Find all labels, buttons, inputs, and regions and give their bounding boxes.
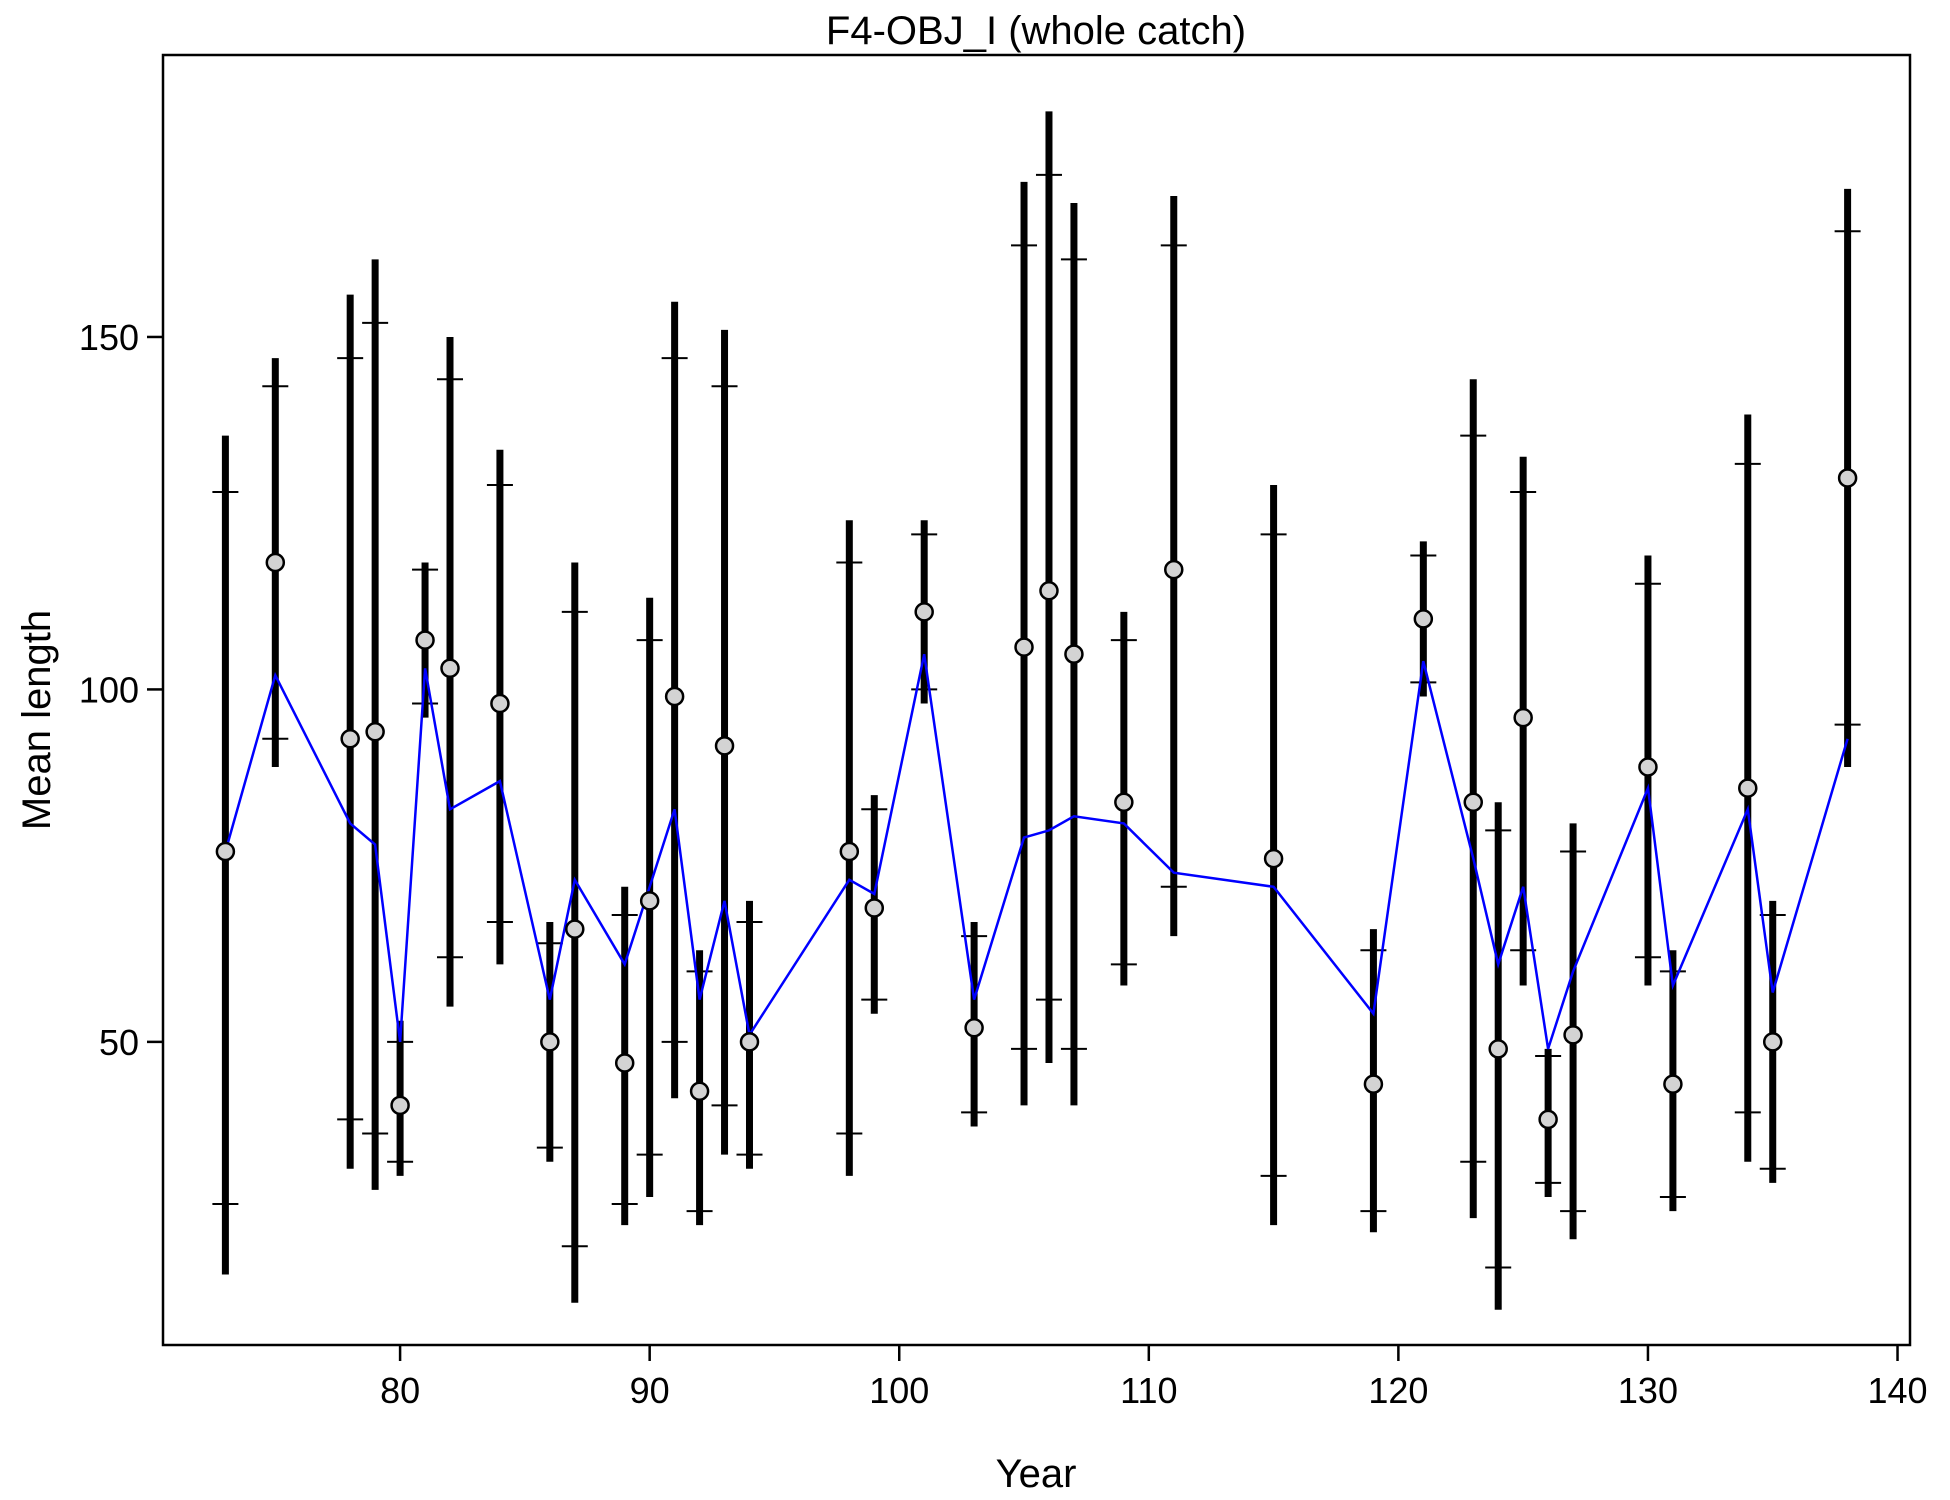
observed-point: [1513, 707, 1533, 728]
observed-point: [1663, 1074, 1683, 1094]
observed-point: [739, 1032, 760, 1052]
x-tick-label: 110: [1120, 1370, 1177, 1411]
observed-point: [1039, 580, 1059, 601]
observed-point: [1738, 778, 1758, 798]
observed-point: [614, 1053, 635, 1073]
observed-point: [1837, 468, 1858, 488]
x-tick-label: 90: [630, 1370, 670, 1411]
observed-point: [490, 693, 510, 714]
plot-frame: [161, 53, 1912, 1347]
observed-point: [639, 891, 660, 911]
observed-point: [914, 602, 934, 622]
observed-points: [215, 468, 1858, 1130]
observed-point: [365, 721, 385, 742]
observed-point: [265, 552, 286, 573]
chart-title: F4-OBJ_I (whole catch): [826, 9, 1246, 53]
expected-line: [224, 653, 1849, 1050]
observed-point: [864, 898, 885, 918]
observed-point: [565, 919, 585, 939]
y-tick-label: 100: [79, 669, 139, 710]
observed-point: [415, 630, 435, 650]
x-tick-label: 100: [869, 1370, 929, 1411]
observed-point: [440, 658, 460, 679]
x-tick-label: 80: [380, 1370, 420, 1411]
observed-point: [1563, 1025, 1583, 1045]
x-axis-label: Year: [996, 1452, 1077, 1496]
axes: 80 90 100 110 120 130 140 50 100 150: [79, 317, 1928, 1411]
observed-point: [1488, 1039, 1508, 1059]
observed-point: [1014, 637, 1034, 657]
observed-point: [1463, 792, 1483, 812]
observed-point: [540, 1032, 560, 1052]
observed-point: [1263, 848, 1284, 869]
observed-point: [1538, 1109, 1558, 1130]
observed-point: [390, 1095, 410, 1116]
observed-point: [1413, 609, 1434, 629]
observed-point: [340, 729, 360, 749]
observed-point: [664, 686, 685, 707]
observed-point: [839, 841, 860, 862]
observed-point: [1363, 1074, 1384, 1094]
x-tick-label: 140: [1867, 1370, 1927, 1411]
interval-bars: [212, 111, 1861, 1310]
observed-point: [1164, 559, 1184, 580]
y-tick-label: 150: [79, 317, 139, 358]
observed-point: [964, 1018, 984, 1038]
expected-line-layer: [224, 653, 1849, 1050]
observed-point: [1762, 1032, 1783, 1052]
x-tick-label: 130: [1618, 1370, 1678, 1411]
observed-point: [1638, 757, 1658, 777]
observed-point: [714, 736, 735, 756]
observed-point: [689, 1081, 710, 1101]
y-tick-label: 50: [99, 1022, 139, 1063]
observed-point: [215, 841, 236, 862]
observed-point: [1114, 792, 1134, 812]
y-axis-label: Mean length: [15, 610, 59, 830]
x-tick-label: 120: [1368, 1370, 1428, 1411]
observed-point: [1064, 644, 1084, 664]
